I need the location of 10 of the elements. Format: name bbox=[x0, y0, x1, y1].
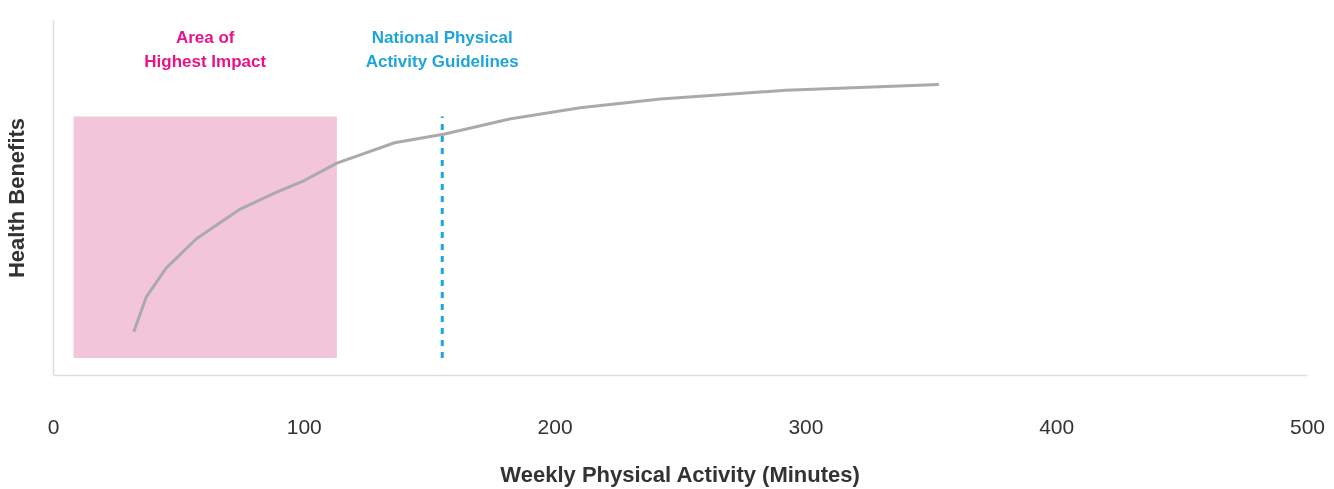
x-tick-label: 400 bbox=[1039, 414, 1075, 438]
x-tick-label: 200 bbox=[537, 414, 573, 438]
x-tick-label: 500 bbox=[1289, 414, 1326, 438]
x-tick-label: 0 bbox=[47, 414, 60, 438]
x-tick-label: 100 bbox=[286, 414, 322, 438]
y-axis-title: Health Benefits bbox=[3, 117, 29, 279]
x-axis-title: Weekly Physical Activity (Minutes) bbox=[500, 461, 860, 487]
ref-line-label: National Physical Activity Guidelines bbox=[365, 28, 519, 71]
x-tick-label: 300 bbox=[788, 414, 824, 438]
band-label: Area of Highest Impact bbox=[144, 28, 267, 71]
